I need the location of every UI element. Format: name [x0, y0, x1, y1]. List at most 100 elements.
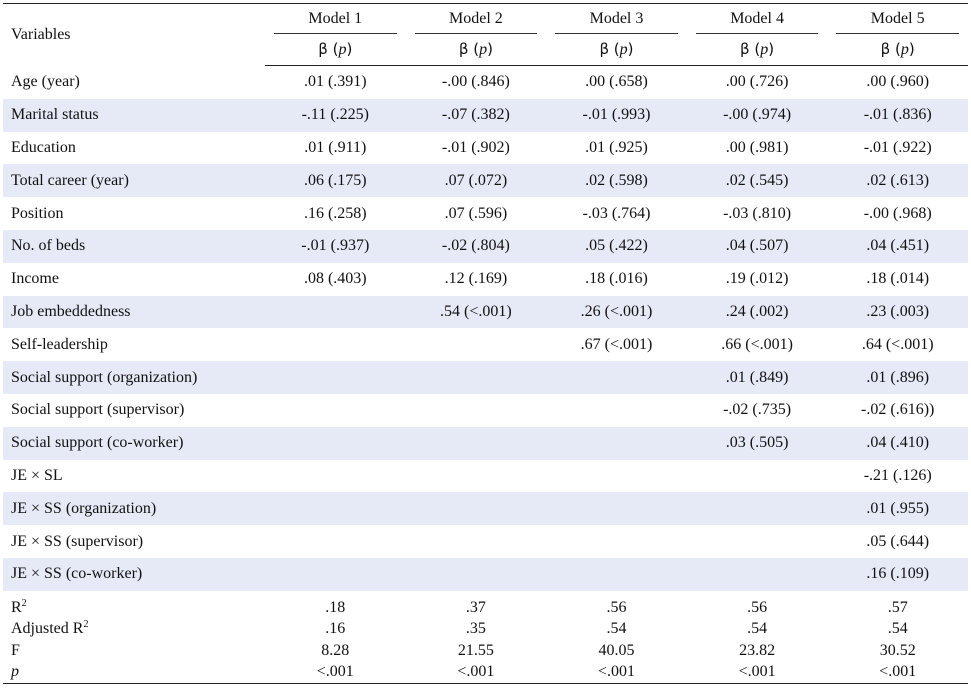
stat-value-model-3: <.001 [546, 661, 687, 684]
beta-symbol: β [880, 40, 891, 58]
p-symbol: p [760, 41, 769, 58]
variable-label: Income [11, 270, 59, 288]
coefficient-cell-model-3: .01 (.925) [585, 138, 648, 156]
coefficient-cell-model-1: -.01 (.937) [265, 229, 406, 263]
regression-table-container: Variables Model 1 Model 2 Model 3 Model … [3, 3, 968, 684]
beta-p-header: β (p) [546, 34, 687, 66]
variable-label: Job embeddedness [3, 295, 265, 329]
model-4-header: Model 4 [686, 3, 828, 34]
coefficient-cell-model-2: -.00 (.846) [441, 73, 510, 91]
coefficient-cell-model-2 [405, 361, 547, 394]
stat-value-model-2: <.001 [405, 661, 547, 684]
coefficient-cell-model-3 [546, 492, 687, 526]
coefficient-cell-model-5: .23 (.003) [827, 295, 968, 329]
variable-label: JE × SS (supervisor) [11, 532, 144, 550]
stat-value-model-3: .54 [606, 620, 627, 637]
header-row-beta: β (p) β (p) β (p) β (p) β (p) [3, 34, 968, 66]
table-row: Self-leadership .67 (<.001) .66 (<.001) .64… [3, 328, 968, 361]
stat-value-model-2: .35 [465, 620, 486, 637]
stat-value-model-4: .54 [747, 620, 768, 637]
variable-label: Social support (organization) [3, 361, 265, 394]
stat-value-model-4: .56 [747, 598, 768, 616]
stat-value-model-3: .56 [606, 598, 627, 616]
coefficient-cell-model-5: .01 (.896) [827, 361, 968, 394]
variable-label: Marital status [3, 98, 265, 132]
model-statistics: R2.18.37.56.56.57 Adjusted R2.16.35.54.54… [3, 591, 968, 684]
model-5-label: Model 5 [870, 10, 925, 27]
coefficient-cell-model-3: .02 (.598) [546, 164, 687, 198]
variables-header: Variables [3, 3, 265, 66]
coefficient-cell-model-5: -.00 (.968) [863, 204, 932, 222]
variable-label: Education [11, 138, 76, 156]
coefficient-cell-model-4: .02 (.545) [686, 164, 828, 198]
coefficient-cell-model-4: -.03 (.810) [723, 204, 792, 222]
stat-label: F [3, 640, 265, 662]
table-row: JE × SS (co-worker) .16 (.109) [3, 557, 968, 591]
coefficient-cell-model-5: .02 (.613) [827, 164, 968, 198]
stat-value-model-2: 21.55 [457, 641, 494, 659]
coefficient-cell-model-3: -.03 (.764) [582, 204, 651, 222]
stat-value-model-5: .57 [887, 598, 908, 616]
model-2-header: Model 2 [405, 3, 547, 34]
coefficient-cell-model-5: .64 (<.001) [861, 335, 934, 353]
model-2-label: Model 2 [449, 10, 503, 27]
coefficient-cell-model-5: .18 (.014) [866, 270, 930, 288]
p-symbol: p [479, 41, 488, 58]
regression-table: Variables Model 1 Model 2 Model 3 Model … [3, 3, 968, 684]
stat-label: Adjusted R2 [3, 618, 265, 640]
table-row: Education .01 (.911) -.01 (.902) .01 (.925)… [3, 132, 968, 165]
variable-label: No. of beds [3, 229, 265, 263]
coefficient-cell-model-2: .07 (.072) [405, 164, 547, 198]
variable-label: Position [11, 204, 64, 222]
coefficient-cell-model-2: -.01 (.902) [441, 138, 510, 156]
model-5-header: Model 5 [827, 3, 968, 34]
coefficient-cell-model-3: .05 (.422) [546, 229, 687, 263]
coefficient-cell-model-1 [265, 460, 406, 493]
table-row: Position .16 (.258) .07 (.596) -.03 (.764) -… [3, 197, 968, 230]
p-symbol: p [900, 41, 909, 58]
model-1-label: Model 1 [308, 10, 363, 27]
coefficient-cell-model-3 [546, 557, 687, 591]
coefficient-cell-model-1 [265, 525, 406, 558]
stat-value-model-4: <.001 [686, 661, 828, 684]
coefficient-cell-model-4: .66 (<.001) [721, 335, 793, 353]
model-4-label: Model 4 [730, 10, 784, 27]
table-row: JE × SS (supervisor) .05 (.644) [3, 525, 968, 558]
coefficient-cell-model-4 [686, 492, 828, 526]
table-row: Social support (supervisor) -.02 (.735) -.… [3, 394, 968, 427]
coefficient-cell-model-3 [546, 394, 687, 427]
variable-label: JE × SS (organization) [3, 492, 265, 526]
table-row: Age (year) .01 (.391) -.00 (.846) .00 (.658… [3, 66, 968, 99]
coefficient-cell-model-2 [405, 492, 547, 526]
stat-value-model-4: 23.82 [739, 641, 776, 659]
stat-value-model-1: .18 [325, 598, 346, 616]
coefficient-cell-model-4: .01 (.849) [686, 361, 828, 394]
coefficient-cell-model-3 [546, 426, 687, 460]
coefficient-cell-model-1: .08 (.403) [303, 270, 367, 288]
beta-symbol: β [599, 40, 610, 58]
coefficient-cell-model-2 [406, 525, 547, 558]
p-symbol: p [619, 41, 628, 58]
stat-row: p <.001 <.001 <.001 <.001 <.001 [3, 661, 968, 684]
stat-label-text: Adjusted R [11, 620, 84, 637]
stat-value-model-5: 30.52 [879, 641, 916, 659]
stat-label-superscript: 2 [83, 619, 89, 630]
stat-value-model-5: <.001 [827, 661, 968, 684]
beta-symbol: β [740, 40, 750, 58]
beta-symbol: β [458, 40, 469, 58]
coefficient-cell-model-2 [405, 426, 547, 460]
coefficient-cell-model-1 [265, 361, 406, 394]
coefficient-cell-model-4 [686, 557, 828, 591]
coefficient-cell-model-2 [406, 394, 547, 427]
coefficient-cell-model-1 [265, 492, 406, 526]
variable-label: JE × SS (co-worker) [3, 557, 265, 591]
coefficient-cell-model-4: -.02 (.735) [723, 401, 792, 419]
stat-label-text: F [11, 641, 20, 659]
coefficient-cell-model-2: .12 (.169) [444, 270, 508, 288]
coefficient-cell-model-1 [265, 557, 406, 591]
variable-label: Social support (supervisor) [11, 401, 185, 419]
beta-p-header: β (p) [265, 34, 406, 66]
coefficient-cell-model-2 [406, 328, 547, 361]
stat-row: R2 .18 .37 .56 .56 .57 [3, 591, 968, 619]
table-row: Income .08 (.403) .12 (.169) .18 (.016) .19 … [3, 263, 968, 296]
